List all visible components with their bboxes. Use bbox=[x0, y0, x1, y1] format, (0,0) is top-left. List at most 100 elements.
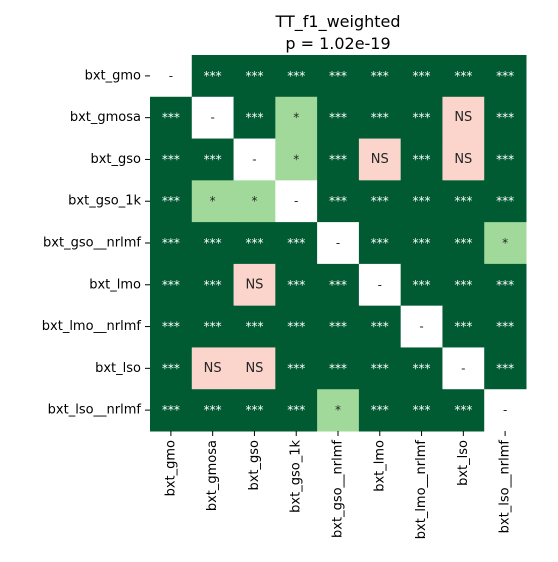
cell-annotation: *** bbox=[245, 320, 263, 334]
heatmap-cell bbox=[275, 263, 318, 307]
cell-annotation: *** bbox=[287, 320, 305, 334]
cell-annotation: *** bbox=[204, 152, 222, 166]
cell-annotation: *** bbox=[287, 69, 305, 83]
y-tick-label: bxt_lso__nrlmf bbox=[48, 403, 142, 418]
cell-annotation: *** bbox=[371, 69, 389, 83]
heatmap-cell bbox=[150, 222, 193, 265]
heatmap-cell bbox=[442, 138, 485, 181]
heatmap-cell bbox=[317, 222, 360, 265]
heatmap-cell bbox=[484, 263, 527, 307]
cell-annotation: *** bbox=[413, 111, 431, 125]
cell-annotation: *** bbox=[371, 403, 389, 417]
heatmap-cell bbox=[275, 138, 318, 181]
heatmap-cell bbox=[150, 180, 193, 223]
heatmap-cell bbox=[400, 96, 443, 140]
heatmap-cell bbox=[400, 180, 443, 223]
heatmap-cell bbox=[233, 305, 276, 348]
heatmap-cell bbox=[233, 222, 276, 265]
heatmap-cell bbox=[358, 263, 402, 307]
heatmap-cell bbox=[442, 305, 485, 348]
heatmap-cell bbox=[191, 305, 235, 348]
heatmap-cell bbox=[191, 180, 235, 223]
cell-annotation: - bbox=[378, 278, 382, 292]
cell-annotation: *** bbox=[162, 236, 180, 250]
x-tick-label: bxt_gso__nrlmf bbox=[331, 440, 346, 538]
cell-annotation: *** bbox=[162, 320, 180, 334]
heatmap-cell bbox=[275, 96, 318, 140]
chart-subtitle: p = 1.02e-19 bbox=[285, 34, 391, 53]
heatmap-cell bbox=[150, 96, 193, 140]
cell-annotation: * bbox=[335, 403, 341, 417]
cell-annotation: *** bbox=[413, 361, 431, 375]
x-tick-label: bxt_gmosa bbox=[205, 440, 220, 511]
cell-annotation: *** bbox=[329, 69, 347, 83]
cell-annotation: *** bbox=[162, 194, 180, 208]
heatmap-cell bbox=[358, 347, 402, 390]
cell-annotation: *** bbox=[245, 111, 263, 125]
heatmap-cell bbox=[484, 347, 527, 390]
heatmap-cell bbox=[358, 222, 402, 265]
heatmap-cell bbox=[442, 55, 485, 98]
heatmap-cell bbox=[358, 180, 402, 223]
cell-annotation: *** bbox=[371, 236, 389, 250]
cell-annotation: * bbox=[251, 194, 257, 208]
heatmap-cell bbox=[400, 222, 443, 265]
heatmap-cell bbox=[275, 389, 318, 432]
cell-annotation: * bbox=[502, 236, 508, 250]
heatmap-cell bbox=[233, 180, 276, 223]
heatmap-cell bbox=[233, 55, 276, 98]
cell-annotation: *** bbox=[329, 320, 347, 334]
heatmap-cell bbox=[317, 180, 360, 223]
cell-annotation: *** bbox=[204, 320, 222, 334]
heatmap-cell bbox=[150, 305, 193, 348]
heatmap-cell bbox=[442, 180, 485, 223]
heatmap-cell bbox=[400, 347, 443, 390]
cell-annotation: *** bbox=[329, 152, 347, 166]
cell-annotation: NS bbox=[371, 152, 389, 167]
heatmap-cell bbox=[150, 55, 193, 98]
heatmap-cell bbox=[484, 180, 527, 223]
cell-annotation: *** bbox=[204, 403, 222, 417]
heatmap-cell bbox=[191, 389, 235, 432]
cell-annotation: *** bbox=[496, 278, 514, 292]
cell-annotation: *** bbox=[413, 194, 431, 208]
cell-annotation: *** bbox=[162, 361, 180, 375]
cell-annotation: *** bbox=[162, 278, 180, 292]
cell-annotation: *** bbox=[245, 403, 263, 417]
heatmap-cell bbox=[233, 138, 276, 181]
heatmap-cell bbox=[275, 222, 318, 265]
x-tick-label: bxt_lso bbox=[456, 440, 471, 486]
heatmap-cell bbox=[442, 347, 485, 390]
heatmap-cell bbox=[150, 263, 193, 307]
heatmap-cell bbox=[317, 96, 360, 140]
y-tick-label: bxt_gso__nrlmf bbox=[43, 236, 141, 251]
heatmap-cell bbox=[484, 389, 527, 432]
y-tick-label: bxt_gmosa bbox=[70, 110, 141, 125]
x-tick-label: bxt_lmo__nrlmf bbox=[414, 440, 429, 540]
cell-annotation: *** bbox=[245, 236, 263, 250]
cell-annotation: *** bbox=[287, 403, 305, 417]
heatmap-cell bbox=[150, 347, 193, 390]
cell-annotation: *** bbox=[371, 320, 389, 334]
cell-annotation: *** bbox=[287, 361, 305, 375]
cell-annotation: * bbox=[293, 111, 299, 125]
heatmap-cell bbox=[358, 389, 402, 432]
cell-annotation: *** bbox=[162, 403, 180, 417]
x-tick-label: bxt_gso_1k bbox=[289, 440, 304, 513]
cell-annotation: *** bbox=[496, 111, 514, 125]
cell-annotation: * bbox=[293, 152, 299, 166]
cell-annotation: NS bbox=[454, 110, 472, 125]
y-tick-label: bxt_gso_1k bbox=[68, 194, 141, 209]
cell-annotation: *** bbox=[329, 361, 347, 375]
heatmap-cell bbox=[317, 347, 360, 390]
heatmap-cell bbox=[358, 305, 402, 348]
cell-annotation: *** bbox=[454, 403, 472, 417]
cell-annotation: *** bbox=[371, 194, 389, 208]
heatmap-cell bbox=[233, 263, 276, 307]
cell-annotation: *** bbox=[413, 278, 431, 292]
heatmap-cell bbox=[400, 305, 443, 348]
cell-annotation: NS bbox=[245, 277, 263, 292]
heatmap-cell bbox=[317, 263, 360, 307]
heatmap-cell bbox=[400, 138, 443, 181]
